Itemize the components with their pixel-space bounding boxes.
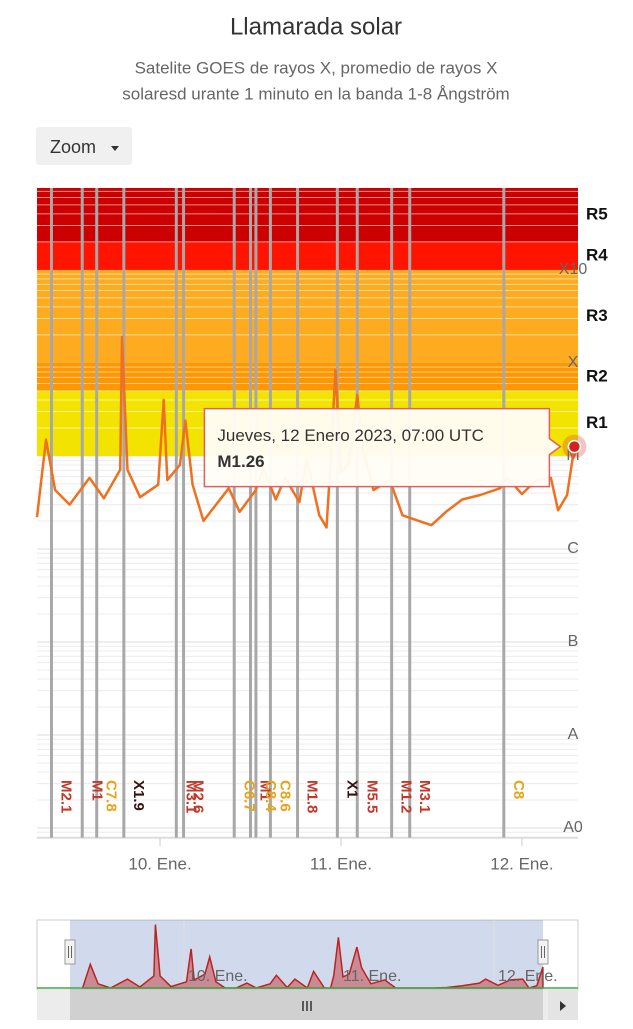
alert-band (37, 269, 578, 363)
flare-label: C8.4 (262, 780, 279, 812)
navigator-handle-grip[interactable] (541, 946, 545, 958)
scroll-right-arrow[interactable] (560, 1001, 566, 1011)
zoom-button[interactable]: Zoom (36, 127, 132, 165)
y-tick-label: X (568, 354, 579, 371)
flare-label: M1 (88, 780, 105, 801)
navigator-tick-label: 10. Ene. (188, 968, 248, 985)
tooltip-title: Jueves, 12 Enero 2023, 07:00 UTC (217, 426, 484, 445)
band-label: R3 (586, 306, 608, 325)
alert-band (37, 188, 578, 242)
x-tick-label: 11. Ene. (310, 854, 372, 873)
tooltip-value: M1.26 (217, 452, 264, 471)
chart-subtitle: solaresd urante 1 minuto en la banda 1-8… (122, 84, 509, 103)
flare-label: M1.8 (304, 780, 321, 813)
flare-label: C8 (510, 780, 527, 799)
flare-label: M5.5 (363, 780, 380, 813)
zoom-button-label[interactable]: Zoom (50, 137, 96, 157)
flare-label: C7.8 (103, 780, 120, 812)
band-label: R5 (586, 204, 608, 223)
band-label: R4 (586, 245, 608, 264)
flare-label: M3.1 (182, 780, 199, 813)
zoom-caret[interactable] (111, 146, 119, 151)
flare-label: M2.6 (190, 780, 207, 813)
y-tick-label: A0 (563, 819, 583, 836)
band-label: R1 (586, 413, 608, 432)
y-tick-label: A (568, 726, 579, 743)
x-tick-label: 12. Ene. (490, 854, 553, 873)
flare-label: C8.6 (276, 780, 293, 812)
navigator-frame (36, 919, 579, 991)
alert-band (37, 241, 578, 270)
zoom-button-bg[interactable] (36, 127, 132, 165)
scrollbar-grip[interactable] (302, 1001, 312, 1011)
hover-point (567, 439, 582, 454)
navigator-handle-grip[interactable] (68, 946, 72, 958)
navigator: 10. Ene. 11. Ene. 12. Ene. (36, 919, 579, 991)
band-label: R2 (586, 366, 608, 385)
flare-label: M3.1 (416, 780, 433, 813)
navigator-handle[interactable] (537, 939, 549, 965)
plot-area: R1R2R3R4R5A0ABCMXX10M2.1M1C7.8X1.9M3.1M2… (35, 188, 608, 873)
navigator-tick-label: 11. Ene. (343, 968, 401, 985)
y-tick-label: B (568, 633, 579, 650)
scrollbar[interactable] (37, 990, 578, 1020)
flare-label: C6.7 (240, 780, 257, 812)
flare-label: M1.2 (398, 780, 415, 813)
navigator-tick-label: 12. Ene. (498, 968, 558, 985)
flare-label: M1 (257, 780, 274, 801)
navigator-area (81, 924, 544, 990)
tooltip-box (203, 407, 562, 488)
y-tick-label: X10 (559, 261, 588, 278)
chart-subtitle: Satelite GOES de rayos X, promedio de ra… (135, 58, 498, 77)
flare-label: M2.1 (58, 780, 75, 813)
flare-label: X1 (343, 780, 360, 798)
navigator-handle[interactable] (64, 939, 76, 965)
chart-title: Llamarada solar (230, 13, 402, 40)
x-tick-label: 10. Ene. (128, 854, 191, 873)
y-tick-label: C (567, 540, 579, 557)
navigator-mask (70, 920, 543, 990)
flare-label: X1.9 (130, 780, 147, 811)
